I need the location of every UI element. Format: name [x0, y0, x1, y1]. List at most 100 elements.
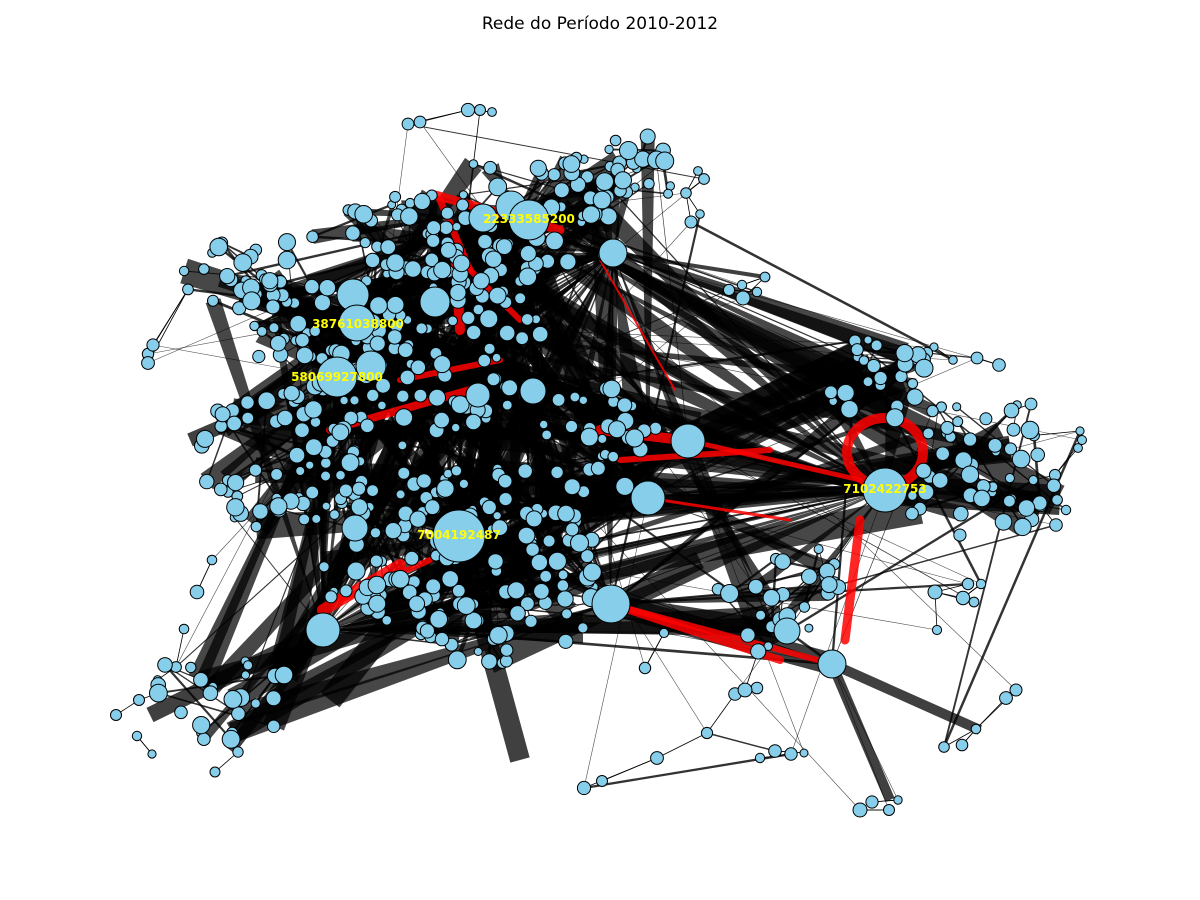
edge — [747, 576, 810, 636]
node — [484, 250, 503, 268]
node — [663, 188, 674, 199]
hub-node — [862, 467, 908, 513]
node — [278, 233, 296, 252]
node — [185, 661, 197, 674]
node — [466, 324, 482, 341]
node — [413, 388, 428, 403]
node — [592, 190, 612, 210]
node — [602, 379, 622, 399]
node — [196, 429, 214, 448]
node — [597, 433, 608, 444]
node — [387, 329, 403, 345]
node — [248, 463, 263, 477]
node — [456, 596, 476, 615]
hub-node — [341, 514, 369, 542]
node — [658, 627, 670, 639]
node — [639, 128, 656, 145]
node — [514, 292, 527, 305]
node — [1075, 426, 1085, 436]
node — [545, 231, 564, 251]
node — [722, 283, 736, 297]
node — [578, 395, 588, 405]
node — [556, 579, 570, 592]
node — [473, 647, 483, 656]
node — [961, 577, 975, 591]
node — [346, 561, 366, 581]
node — [1077, 435, 1087, 445]
node — [447, 650, 467, 670]
node — [311, 513, 322, 524]
edge-bundle — [583, 191, 885, 490]
node — [580, 549, 595, 564]
node — [755, 609, 767, 621]
node — [515, 331, 529, 346]
node — [547, 168, 561, 182]
edge — [152, 289, 189, 346]
node — [650, 751, 664, 765]
edge — [975, 697, 1007, 730]
edge — [583, 497, 649, 789]
node — [970, 351, 984, 365]
node — [992, 358, 1006, 372]
edge — [611, 252, 614, 389]
node — [883, 804, 895, 816]
node — [397, 342, 414, 359]
edge — [656, 732, 708, 759]
node — [517, 526, 536, 545]
node — [499, 654, 513, 668]
highlight-edge — [646, 496, 792, 522]
node — [349, 395, 360, 406]
edge — [472, 390, 534, 510]
node — [339, 395, 349, 406]
node — [531, 325, 549, 343]
node — [318, 279, 337, 297]
edge-bundle — [511, 206, 1028, 536]
node — [249, 320, 260, 332]
node — [465, 413, 482, 431]
node — [265, 299, 281, 315]
node — [416, 473, 432, 489]
node — [149, 683, 168, 703]
edge — [175, 394, 479, 668]
hub-node — [465, 382, 491, 408]
node — [189, 584, 205, 600]
edge — [601, 757, 658, 782]
node — [369, 335, 386, 352]
node — [306, 230, 319, 243]
node — [472, 303, 485, 316]
node — [483, 342, 496, 355]
node — [799, 748, 809, 758]
edge — [706, 732, 776, 752]
hub-node — [316, 356, 358, 398]
node — [487, 553, 504, 570]
node — [424, 252, 440, 268]
node — [608, 420, 626, 439]
node — [424, 499, 441, 516]
edge-bundle — [685, 354, 873, 447]
node — [202, 685, 219, 702]
edge — [356, 322, 935, 348]
hub-node — [468, 203, 498, 233]
node — [914, 358, 934, 378]
node — [1003, 494, 1016, 508]
hub-label-38761038800: 38761038800 — [312, 317, 404, 331]
node — [906, 388, 924, 406]
node — [331, 423, 350, 442]
node — [963, 432, 978, 447]
node — [178, 265, 190, 277]
node — [615, 476, 635, 496]
node — [489, 626, 508, 645]
node — [366, 484, 380, 498]
node — [994, 513, 1013, 531]
node — [242, 660, 254, 671]
node — [542, 534, 556, 548]
hub-label-7102422753: 7102422753 — [843, 482, 927, 496]
node — [740, 627, 756, 643]
node — [935, 446, 951, 462]
node — [429, 610, 449, 629]
node — [209, 766, 221, 778]
node — [450, 395, 470, 415]
node — [456, 198, 470, 212]
node — [649, 421, 663, 435]
node — [948, 355, 958, 365]
